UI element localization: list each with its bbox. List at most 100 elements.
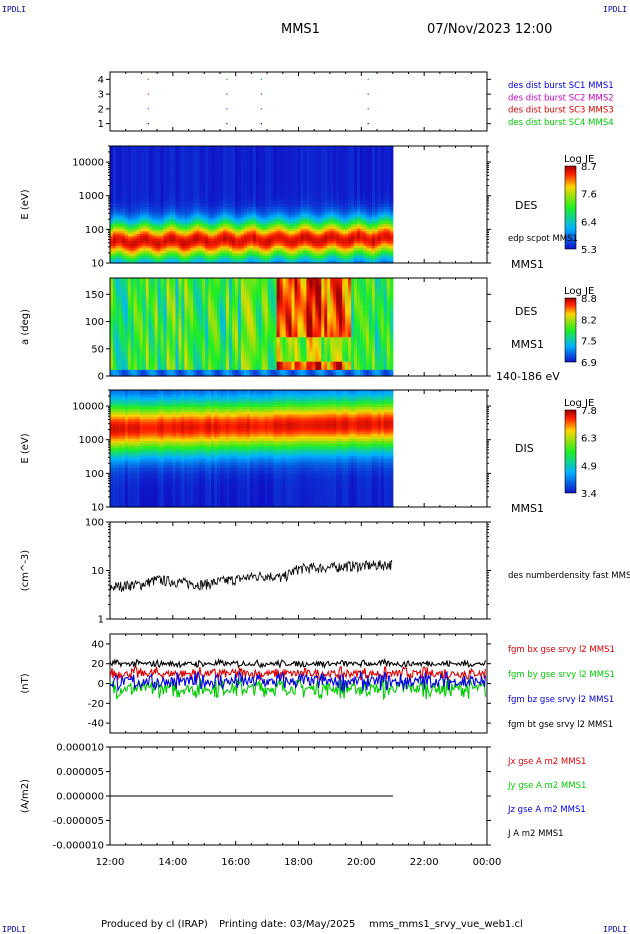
burst-point <box>260 108 262 110</box>
footer-produced-by: Produced by cl (IRAP) <box>101 919 208 930</box>
y-tick-label: 2 <box>98 104 104 115</box>
y-tick-label: -0.000005 <box>53 816 104 827</box>
y-tick-label: 1000 <box>79 435 104 446</box>
y-tick-label: 10000 <box>72 402 104 413</box>
burst-point <box>226 108 228 110</box>
x-tick-label: 12:00 <box>96 857 125 868</box>
colorbar-tick-label: 6.3 <box>581 434 597 445</box>
y-axis-title: (A/m2) <box>20 779 31 813</box>
burst-panel-frame <box>109 71 488 132</box>
burst-point <box>367 108 369 110</box>
legend-entry: Jz gse A m2 MMS1 <box>507 805 586 815</box>
y-tick-label: -40 <box>88 719 104 730</box>
header-logo-right: IPDLI <box>603 5 628 14</box>
y-tick-label: 40 <box>91 639 104 650</box>
burst-point <box>367 123 369 125</box>
x-tick-label: 22:00 <box>410 857 439 868</box>
x-tick-label: 18:00 <box>284 857 313 868</box>
y-tick-label: 100 <box>85 225 104 236</box>
y-tick-label: 0 <box>98 372 104 383</box>
legend-entry: fgm by gse srvy l2 MMS1 <box>508 670 615 680</box>
dis-energy-panel-image <box>110 390 394 508</box>
y-axis-title: E (eV) <box>20 433 31 463</box>
legend-entry: Jy gse A m2 MMS1 <box>507 781 586 791</box>
y-axis-title: (cm^-3) <box>20 550 31 591</box>
des-pitch-panel-image <box>110 278 394 377</box>
x-tick-label: 00:00 <box>473 857 502 868</box>
burst-point <box>147 108 149 110</box>
header-logo-left: IPDLI <box>2 5 27 14</box>
y-tick-label: 10000 <box>72 158 104 169</box>
legend-entry: des dist burst SC4 MMS4 <box>508 118 614 128</box>
colorbar-tick-label: 5.3 <box>581 245 597 256</box>
y-axis-title: (nT) <box>20 673 31 693</box>
y-tick-label: 100 <box>85 469 104 480</box>
y-tick-label: 0.000005 <box>56 767 104 778</box>
mission-title: MMS1 <box>281 22 320 37</box>
legend-entry: fgm bx gse srvy l2 MMS1 <box>508 645 615 655</box>
footer-printing-date: Printing date: 03/May/2025 <box>219 919 356 930</box>
y-axis-title: a (deg) <box>20 309 31 345</box>
fgm-line <box>109 670 486 693</box>
y-tick-label: 150 <box>85 290 104 301</box>
colorbar-title: Log JE <box>564 154 594 165</box>
x-tick-label: 20:00 <box>347 857 376 868</box>
overlay-label: edp scpot MMS1 <box>508 234 578 244</box>
legend-entry: J A m2 MMS1 <box>507 829 564 839</box>
footer-logo-right: IPDLI <box>603 925 628 934</box>
burst-point <box>226 93 228 95</box>
colorbar-title: Log JE <box>564 286 594 297</box>
spacecraft-label: MMS1 <box>511 338 544 351</box>
legend-entry: des dist burst SC2 MMS2 <box>508 93 614 103</box>
y-tick-label: 3 <box>98 90 104 101</box>
burst-point <box>147 123 149 125</box>
colorbar <box>564 409 577 494</box>
legend-entry: Jx gse A m2 MMS1 <box>507 757 586 767</box>
dis-energy-panel-border <box>109 389 488 508</box>
y-tick-label: 1000 <box>79 191 104 202</box>
des-energy-panel-border <box>109 145 488 264</box>
y-tick-label: -0.000010 <box>53 841 104 852</box>
footer-logo-left: IPDLI <box>2 925 27 934</box>
y-tick-label: 0.000000 <box>56 792 104 803</box>
spacecraft-label: MMS1 <box>511 502 544 515</box>
legend-entry: fgm bt gse srvy l2 MMS1 <box>508 720 613 730</box>
y-tick-label: 4 <box>98 75 104 86</box>
burst-point <box>367 93 369 95</box>
panel-label: DES <box>515 305 537 318</box>
colorbar-tick-label: 8.7 <box>581 162 597 173</box>
des-energy-panel-image <box>110 146 394 264</box>
des-pitch-panel-border <box>109 277 488 377</box>
colorbar-tick-label: 6.9 <box>581 358 597 369</box>
colorbar-title: Log JE <box>564 398 594 409</box>
colorbar <box>564 165 577 250</box>
colorbar-tick-label: 7.6 <box>581 190 597 201</box>
burst-point <box>226 78 228 80</box>
y-tick-label: 1 <box>98 615 104 626</box>
y-tick-label: 50 <box>91 344 104 355</box>
y-tick-label: 100 <box>85 317 104 328</box>
fgm-line <box>109 666 486 682</box>
y-tick-label: -20 <box>88 699 104 710</box>
legend-entry: des numberdensity fast MMS1 <box>508 571 630 581</box>
burst-point <box>147 78 149 80</box>
colorbar-tick-label: 8.8 <box>581 294 597 305</box>
spacecraft-label: MMS1 <box>511 258 544 271</box>
legend-entry: des dist burst SC3 MMS3 <box>508 106 614 116</box>
density-line <box>109 559 393 592</box>
date-time: 07/Nov/2023 12:00 <box>427 22 553 37</box>
footer-filename: mms_mms1_srvy_vue_web1.cl <box>369 919 523 930</box>
burst-point <box>260 78 262 80</box>
colorbar <box>564 297 577 363</box>
y-tick-label: 20 <box>91 659 104 670</box>
colorbar-tick-label: 3.4 <box>581 489 597 500</box>
fgm-line <box>109 657 486 670</box>
colorbar-tick-label: 4.9 <box>581 461 597 472</box>
panel-label: DES <box>515 199 537 212</box>
y-tick-label: 100 <box>85 518 104 529</box>
legend-entry: des dist burst SC1 MMS1 <box>508 81 614 91</box>
x-tick-label: 14:00 <box>158 857 187 868</box>
colorbar-tick-label: 8.2 <box>581 315 597 326</box>
y-tick-label: 10 <box>91 566 104 577</box>
